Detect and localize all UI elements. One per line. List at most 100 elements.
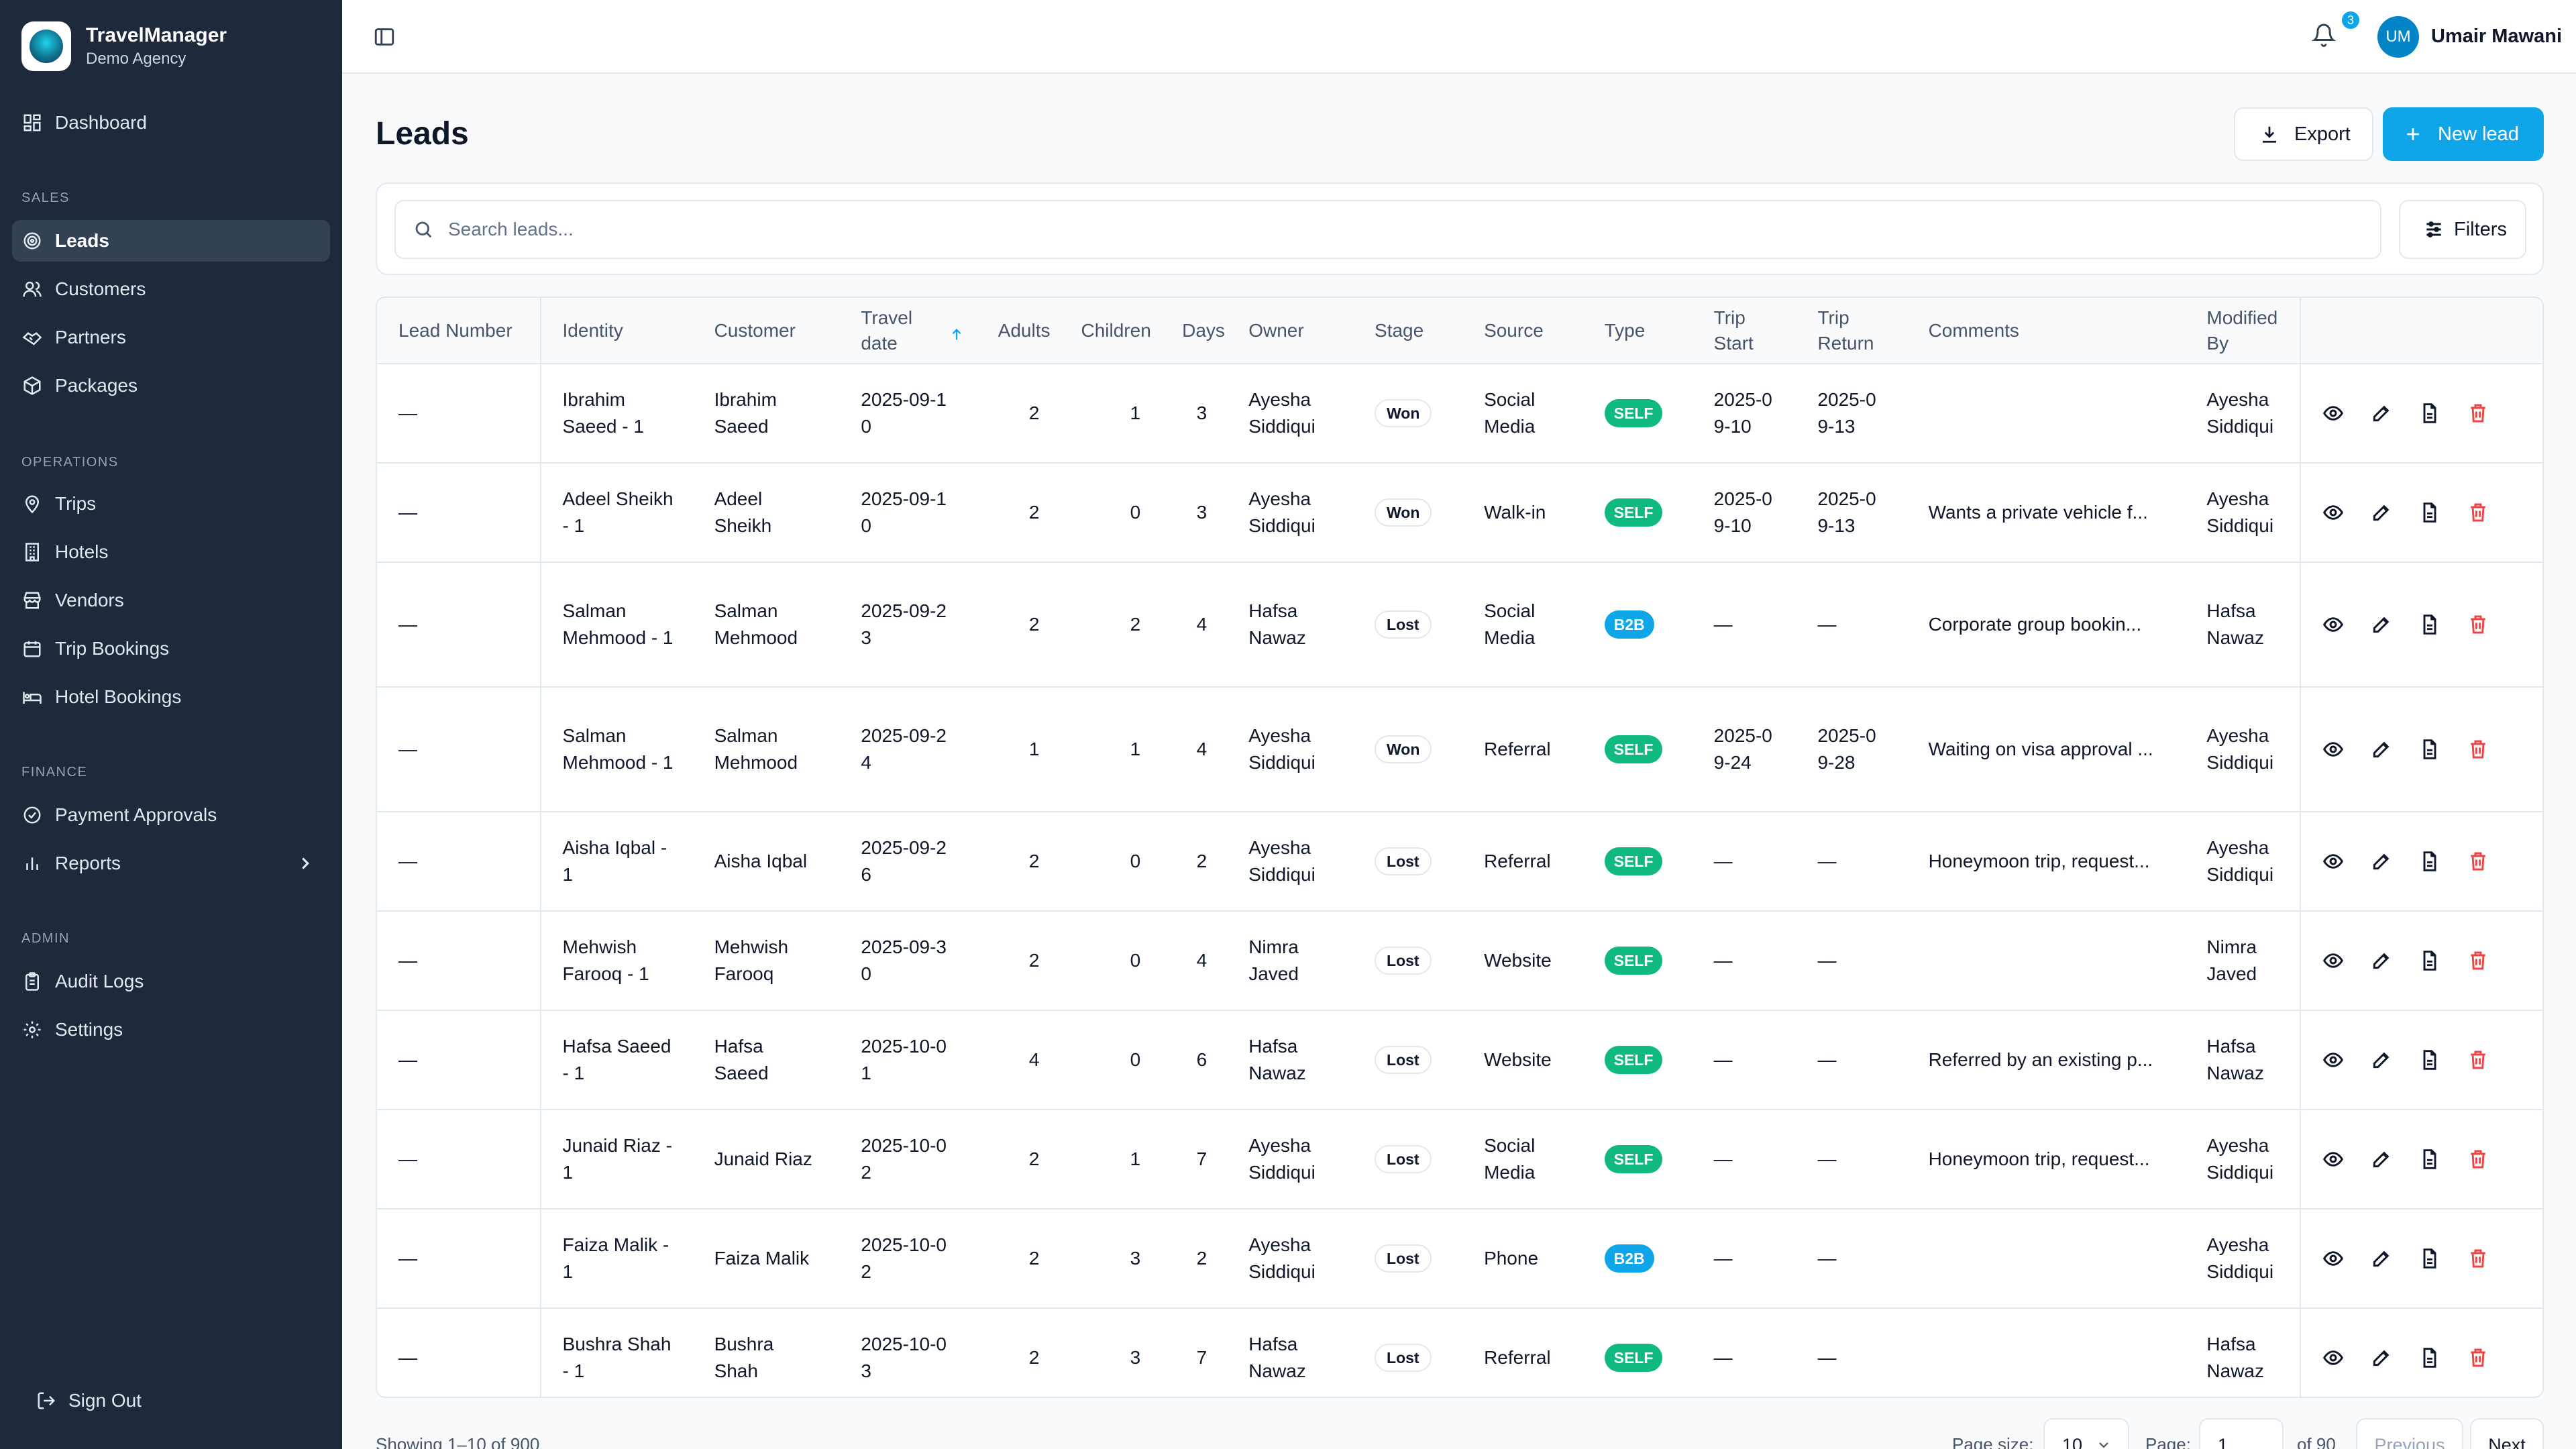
column-header-children[interactable]: Children [1059, 298, 1161, 364]
column-header-adults[interactable]: Adults [976, 298, 1060, 364]
edit-pencil-icon[interactable] [2357, 1242, 2406, 1275]
column-header-comments[interactable]: Comments [1907, 298, 2186, 364]
view-icon[interactable] [2309, 944, 2357, 977]
view-icon[interactable] [2309, 733, 2357, 766]
sidebar-item-customers[interactable]: Customers [12, 268, 330, 310]
delete-trash-icon[interactable] [2454, 845, 2502, 878]
edit-pencil-icon[interactable] [2357, 845, 2406, 878]
sidebar-item-trips[interactable]: Trips [12, 483, 330, 525]
view-icon[interactable] [2309, 845, 2357, 878]
document-icon[interactable] [2406, 1142, 2454, 1176]
edit-pencil-icon[interactable] [2357, 496, 2406, 529]
delete-trash-icon[interactable] [2454, 944, 2502, 977]
delete-trash-icon[interactable] [2454, 608, 2502, 641]
view-icon[interactable] [2309, 396, 2357, 430]
document-icon[interactable] [2406, 845, 2454, 878]
delete-trash-icon[interactable] [2454, 1341, 2502, 1375]
sidebar-item-vendors[interactable]: Vendors [12, 580, 330, 621]
document-icon[interactable] [2406, 396, 2454, 430]
column-header-travel-date[interactable]: Travel date [839, 298, 977, 364]
edit-pencil-icon[interactable] [2357, 733, 2406, 766]
edit-pencil-icon[interactable] [2357, 608, 2406, 641]
search-input[interactable] [448, 219, 2326, 240]
view-icon[interactable] [2309, 496, 2357, 529]
column-header-customer[interactable]: Customer [692, 298, 840, 364]
view-icon[interactable] [2309, 608, 2357, 641]
sign-out-button[interactable]: Sign Out [36, 1390, 142, 1411]
edit-pencil-icon[interactable] [2357, 396, 2406, 430]
sidebar-item-partners[interactable]: Partners [12, 317, 330, 358]
table-row[interactable]: — Aisha Iqbal - 1 Aisha Iqbal 2025-09-26 2 0 2… [377, 812, 2542, 912]
table-row[interactable]: — Adeel Sheikh - 1 Adeel Sheikh 2025-09-10 2… [377, 463, 2542, 563]
user-name[interactable]: Umair Mawani [2431, 25, 2562, 47]
sort-ascending-icon[interactable] [949, 323, 964, 339]
search-box[interactable] [394, 200, 2381, 259]
column-header-trip-start[interactable]: Trip Start [1692, 298, 1796, 364]
sidebar-item-payment-approvals[interactable]: Payment Approvals [12, 794, 330, 836]
table-row[interactable]: — Junaid Riaz - 1 Junaid Riaz 2025-10-02 2 1 7… [377, 1110, 2542, 1210]
delete-trash-icon[interactable] [2454, 1242, 2502, 1275]
column-header-days[interactable]: Days [1161, 298, 1228, 364]
table-row[interactable]: — Hafsa Saeed - 1 Hafsa Saeed 2025-10-01 4 0 6… [377, 1010, 2542, 1110]
sidebar-item-trip-bookings[interactable]: Trip Bookings [12, 628, 330, 669]
table-row[interactable]: — Mehwish Farooq - 1 Mehwish Farooq 2025-09… [377, 911, 2542, 1011]
sidebar-item-settings[interactable]: Settings [12, 1009, 330, 1051]
table-row[interactable]: — Bushra Shah - 1 Bushra Shah 2025-10-03 2 3 7… [377, 1308, 2542, 1397]
avatar[interactable]: UM [2377, 16, 2419, 58]
sidebar-item-hotel-bookings[interactable]: Hotel Bookings [12, 676, 330, 718]
sidebar-toggle-icon[interactable] [373, 25, 396, 48]
cell-text: 2025-09-13 [1817, 488, 1876, 536]
edit-pencil-icon[interactable] [2357, 944, 2406, 977]
table-row[interactable]: — Salman Mehmood - 1 Salman Mehmood 2025-09… [377, 562, 2542, 688]
export-button[interactable]: Export [2234, 107, 2373, 161]
sidebar-item-reports[interactable]: Reports [12, 843, 330, 884]
delete-trash-icon[interactable] [2454, 496, 2502, 529]
new-lead-button[interactable]: New lead [2383, 107, 2544, 161]
document-icon[interactable] [2406, 733, 2454, 766]
document-icon[interactable] [2406, 1043, 2454, 1077]
document-icon[interactable] [2406, 1242, 2454, 1275]
document-icon[interactable] [2406, 608, 2454, 641]
column-header-trip-return[interactable]: Trip Return [1796, 298, 1907, 364]
sidebar-item-label: Reports [55, 853, 121, 873]
delete-trash-icon[interactable] [2454, 1043, 2502, 1077]
page-size-select[interactable]: 10 [2043, 1418, 2129, 1449]
column-header-source[interactable]: Source [1462, 298, 1583, 364]
column-header-type[interactable]: Type [1582, 298, 1693, 364]
sidebar-item-dashboard[interactable]: Dashboard [12, 102, 330, 144]
delete-trash-icon[interactable] [2454, 733, 2502, 766]
sidebar-item-audit-logs[interactable]: Audit Logs [12, 961, 330, 1002]
edit-pencil-icon[interactable] [2357, 1142, 2406, 1176]
sidebar-item-leads[interactable]: Leads [12, 220, 330, 262]
brand[interactable]: TravelManager Demo Agency [21, 21, 227, 71]
view-icon[interactable] [2309, 1242, 2357, 1275]
sidebar-item-hotels[interactable]: Hotels [12, 531, 330, 573]
cell-travel-date: 2025-09-30 [839, 911, 977, 1011]
column-header-identity[interactable]: Identity [540, 298, 693, 364]
bell-icon[interactable] [2311, 23, 2339, 50]
table-row[interactable]: — Faiza Malik - 1 Faiza Malik 2025-10-02 2 3 2… [377, 1209, 2542, 1309]
table-row[interactable]: — Ibrahim Saeed - 1 Ibrahim Saeed 2025-09-1… [377, 364, 2542, 464]
document-icon[interactable] [2406, 944, 2454, 977]
delete-trash-icon[interactable] [2454, 1142, 2502, 1176]
table-row[interactable]: — Salman Mehmood - 1 Salman Mehmood 2025-09… [377, 687, 2542, 812]
column-header-modified-by[interactable]: Modified By [2185, 298, 2301, 364]
column-header-stage[interactable]: Stage [1353, 298, 1463, 364]
previous-page-button[interactable]: Previous [2356, 1418, 2463, 1449]
edit-pencil-icon[interactable] [2357, 1341, 2406, 1375]
sidebar-item-packages[interactable]: Packages [12, 365, 330, 407]
view-icon[interactable] [2309, 1341, 2357, 1375]
filters-button[interactable]: Filters [2399, 200, 2526, 259]
column-header-owner[interactable]: Owner [1227, 298, 1354, 364]
view-icon[interactable] [2309, 1043, 2357, 1077]
column-header-lead-number[interactable]: Lead Number [377, 298, 541, 364]
cell-comments [1907, 1209, 2186, 1309]
row-actions [2301, 496, 2542, 529]
next-page-button[interactable]: Next [2470, 1418, 2544, 1449]
document-icon[interactable] [2406, 496, 2454, 529]
view-icon[interactable] [2309, 1142, 2357, 1176]
document-icon[interactable] [2406, 1341, 2454, 1375]
page-input[interactable]: 1 [2199, 1418, 2284, 1449]
edit-pencil-icon[interactable] [2357, 1043, 2406, 1077]
delete-trash-icon[interactable] [2454, 396, 2502, 430]
